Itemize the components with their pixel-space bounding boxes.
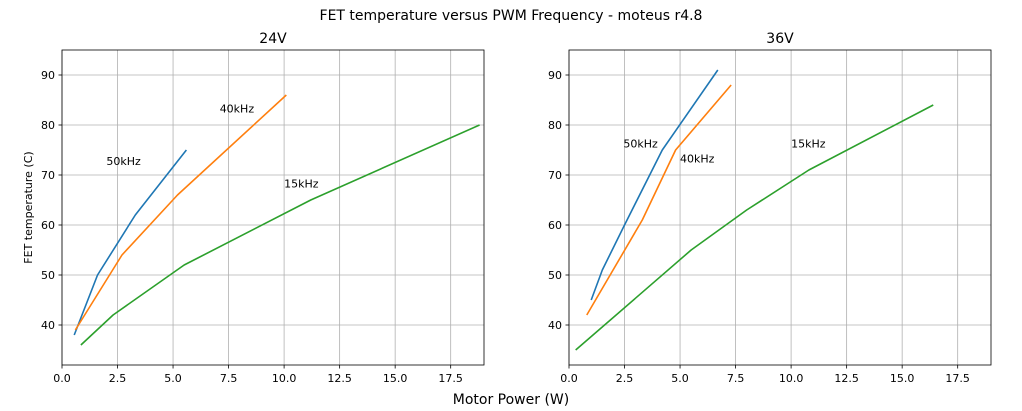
y-axis-label: FET temperature (C) xyxy=(22,151,35,263)
x-tick-label: 7.5 xyxy=(727,372,745,385)
subplot-title: 36V xyxy=(766,31,794,47)
y-tick-label: 80 xyxy=(548,119,562,132)
figure-title: FET temperature versus PWM Frequency - m… xyxy=(320,8,703,24)
x-tick-label: 2.5 xyxy=(616,372,634,385)
annotation-40kHz: 40kHz xyxy=(220,103,255,116)
y-tick-label: 50 xyxy=(41,269,55,282)
x-tick-label: 17.5 xyxy=(438,372,463,385)
x-tick-label: 12.5 xyxy=(834,372,859,385)
plot-frame xyxy=(61,49,485,366)
y-tick-label: 40 xyxy=(548,319,562,332)
annotation-15kHz: 15kHz xyxy=(284,178,319,191)
y-tick-label: 90 xyxy=(548,69,562,82)
y-tick-label: 40 xyxy=(41,319,55,332)
y-tick-label: 60 xyxy=(548,219,562,232)
x-tick-label: 0.0 xyxy=(53,372,71,385)
x-tick-label: 7.5 xyxy=(220,372,238,385)
x-tick-label: 12.5 xyxy=(327,372,352,385)
x-tick-label: 10.0 xyxy=(779,372,804,385)
series-line-15kHz xyxy=(575,104,934,351)
annotation-50kHz: 50kHz xyxy=(623,138,658,151)
series-line-40kHz xyxy=(586,84,732,316)
annotation-40kHz: 40kHz xyxy=(680,153,715,166)
series-line-40kHz xyxy=(74,94,287,331)
annotation-15kHz: 15kHz xyxy=(791,138,826,151)
subplot-24v: 0.0 2.5 5.0 7.5 10.0 12.5 15.0 17.5 40 50 60 70 80 90… xyxy=(22,31,485,385)
y-tick-label: 90 xyxy=(41,69,55,82)
series-line-15kHz xyxy=(80,124,480,346)
x-tick-label: 17.5 xyxy=(945,372,970,385)
x-tick-label: 10.0 xyxy=(272,372,297,385)
x-tick-label: 2.5 xyxy=(109,372,127,385)
x-tick-label: 0.0 xyxy=(560,372,578,385)
y-tick-label: 50 xyxy=(548,269,562,282)
y-tick-label: 80 xyxy=(41,119,55,132)
series-line-50kHz xyxy=(73,149,188,336)
y-tick-label: 60 xyxy=(41,219,55,232)
subplot-36v: 0.0 2.5 5.0 7.5 10.0 12.5 15.0 17.5 40 50 60 70 80 90… xyxy=(548,31,992,385)
annotation-50kHz: 50kHz xyxy=(106,155,141,168)
subplot-title: 24V xyxy=(259,31,287,47)
x-tick-label: 15.0 xyxy=(890,372,915,385)
x-axis-label: Motor Power (W) xyxy=(453,392,569,408)
series-line-50kHz xyxy=(590,69,719,301)
x-tick-label: 15.0 xyxy=(383,372,408,385)
y-tick-label: 70 xyxy=(41,169,55,182)
x-tick-label: 5.0 xyxy=(671,372,689,385)
x-tick-label: 5.0 xyxy=(164,372,182,385)
y-tick-label: 70 xyxy=(548,169,562,182)
plot-frame xyxy=(568,49,992,366)
